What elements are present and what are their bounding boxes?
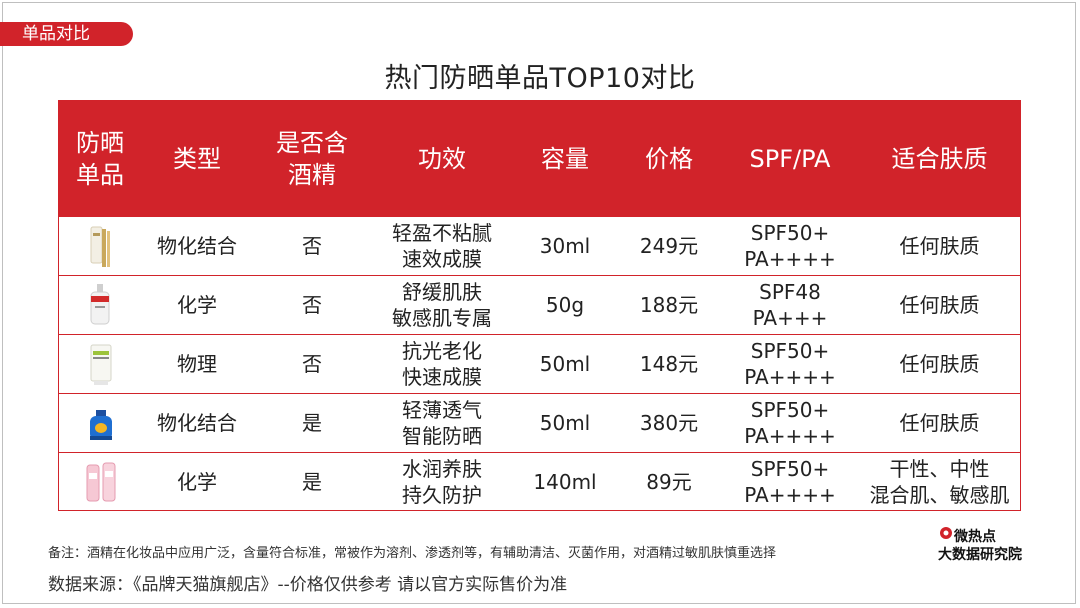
product-image-bottle-white: [79, 282, 123, 328]
header-type: 类型: [141, 101, 253, 216]
table-row: 物化结合 是 轻薄透气 智能防晒 50ml 380元 SPF50+ PA++++…: [59, 393, 1020, 452]
cell-price: 249元: [639, 234, 699, 258]
footnote: 备注：酒精在化妆品中应用广泛，含量符合标准，常被作为溶剂、渗透剂等，有辅助清洁、…: [48, 546, 777, 561]
cell-effect: 舒缓肌肤 敏感肌专属: [392, 280, 492, 330]
comparison-table: 防晒 单品 类型 是否含 酒精 功效 容量 价格 SPF/PA 适合肤质 物化结…: [58, 100, 1021, 511]
cell-type: 化学: [177, 470, 217, 494]
cell-volume: 50ml: [539, 411, 591, 435]
cell-alcohol: 否: [302, 234, 322, 258]
section-tag: 单品对比: [0, 22, 133, 46]
cell-skin: 任何肤质: [899, 352, 980, 376]
table-row: 化学 是 水润养肤 持久防护 140ml 89元 SPF50+ PA++++ 干…: [59, 452, 1020, 511]
cell-alcohol: 是: [302, 470, 322, 494]
cell-effect: 抗光老化 快速成膜: [402, 339, 482, 389]
header-volume-label: 容量: [541, 144, 589, 173]
cell-volume: 140ml: [533, 470, 597, 494]
cell-alcohol: 是: [302, 411, 322, 435]
product-image-tube-white: [79, 223, 123, 269]
header-type-label: 类型: [173, 144, 221, 173]
header-skin: 适合肤质: [859, 101, 1020, 216]
table-row: 化学 否 舒缓肌肤 敏感肌专属 50g 188元 SPF48 PA+++ 任何肤…: [59, 275, 1020, 334]
cell-type: 物化结合: [157, 234, 237, 258]
header-volume: 容量: [513, 101, 617, 216]
cell-spf: SPF50+ PA++++: [744, 221, 836, 271]
cell-skin: 干性、中性 混合肌、敏感肌: [869, 457, 1010, 507]
header-alcohol-label: 是否含 酒精: [276, 128, 348, 189]
cell-alcohol: 否: [302, 352, 322, 376]
cell-alcohol: 否: [302, 293, 322, 317]
brand-logo: 微热点 大数据研究院: [938, 524, 1050, 564]
cell-volume: 50ml: [539, 352, 591, 376]
cell-price: 148元: [639, 352, 699, 376]
cell-skin: 任何肤质: [899, 293, 980, 317]
cell-type: 物化结合: [157, 411, 237, 435]
header-skin-label: 适合肤质: [891, 144, 988, 173]
header-product-label: 防晒 单品: [76, 128, 124, 189]
cell-spf: SPF50+ PA++++: [744, 398, 836, 448]
cell-price: 89元: [646, 470, 692, 494]
cell-effect: 轻盈不粘腻 速效成膜: [392, 221, 492, 271]
cell-spf: SPF50+ PA++++: [744, 339, 836, 389]
header-effect: 功效: [371, 101, 513, 216]
cell-skin: 任何肤质: [899, 234, 980, 258]
header-price: 价格: [617, 101, 721, 216]
cell-volume: 30ml: [539, 234, 591, 258]
product-image-bottles-pink: [79, 459, 123, 505]
table-row: 物化结合 否 轻盈不粘腻 速效成膜 30ml 249元 SPF50+ PA+++…: [59, 216, 1020, 275]
cell-type: 物理: [177, 352, 217, 376]
cell-effect: 水润养肤 持久防护: [402, 457, 482, 507]
cell-spf: SPF48 PA+++: [752, 280, 828, 330]
header-price-label: 价格: [645, 144, 693, 173]
cell-skin: 任何肤质: [899, 411, 980, 435]
eye-icon: [940, 527, 952, 539]
table-header: 防晒 单品 类型 是否含 酒精 功效 容量 价格 SPF/PA 适合肤质: [59, 101, 1020, 216]
cell-price: 188元: [639, 293, 699, 317]
product-image-tube-green: [79, 341, 123, 387]
cell-spf: SPF50+ PA++++: [744, 457, 836, 507]
cell-effect: 轻薄透气 智能防晒: [402, 398, 482, 448]
logo-line-1: 微热点: [954, 529, 996, 545]
header-spf-label: SPF/PA: [749, 144, 831, 173]
cell-type: 化学: [177, 293, 217, 317]
cell-volume: 50g: [545, 293, 585, 317]
header-product: 防晒 单品: [59, 101, 141, 216]
product-image-bottle-blue: [79, 400, 123, 446]
data-source: 数据来源：《品牌天猫旗舰店》--价格仅供参考 请以官方实际售价为准: [48, 575, 568, 595]
header-spf: SPF/PA: [721, 101, 859, 216]
logo-line-2: 大数据研究院: [938, 547, 1022, 563]
header-alcohol: 是否含 酒精: [253, 101, 371, 216]
table-row: 物理 否 抗光老化 快速成膜 50ml 148元 SPF50+ PA++++ 任…: [59, 334, 1020, 393]
page-title: 热门防晒单品TOP10对比: [384, 63, 696, 94]
header-effect-label: 功效: [418, 144, 466, 173]
cell-price: 380元: [639, 411, 699, 435]
